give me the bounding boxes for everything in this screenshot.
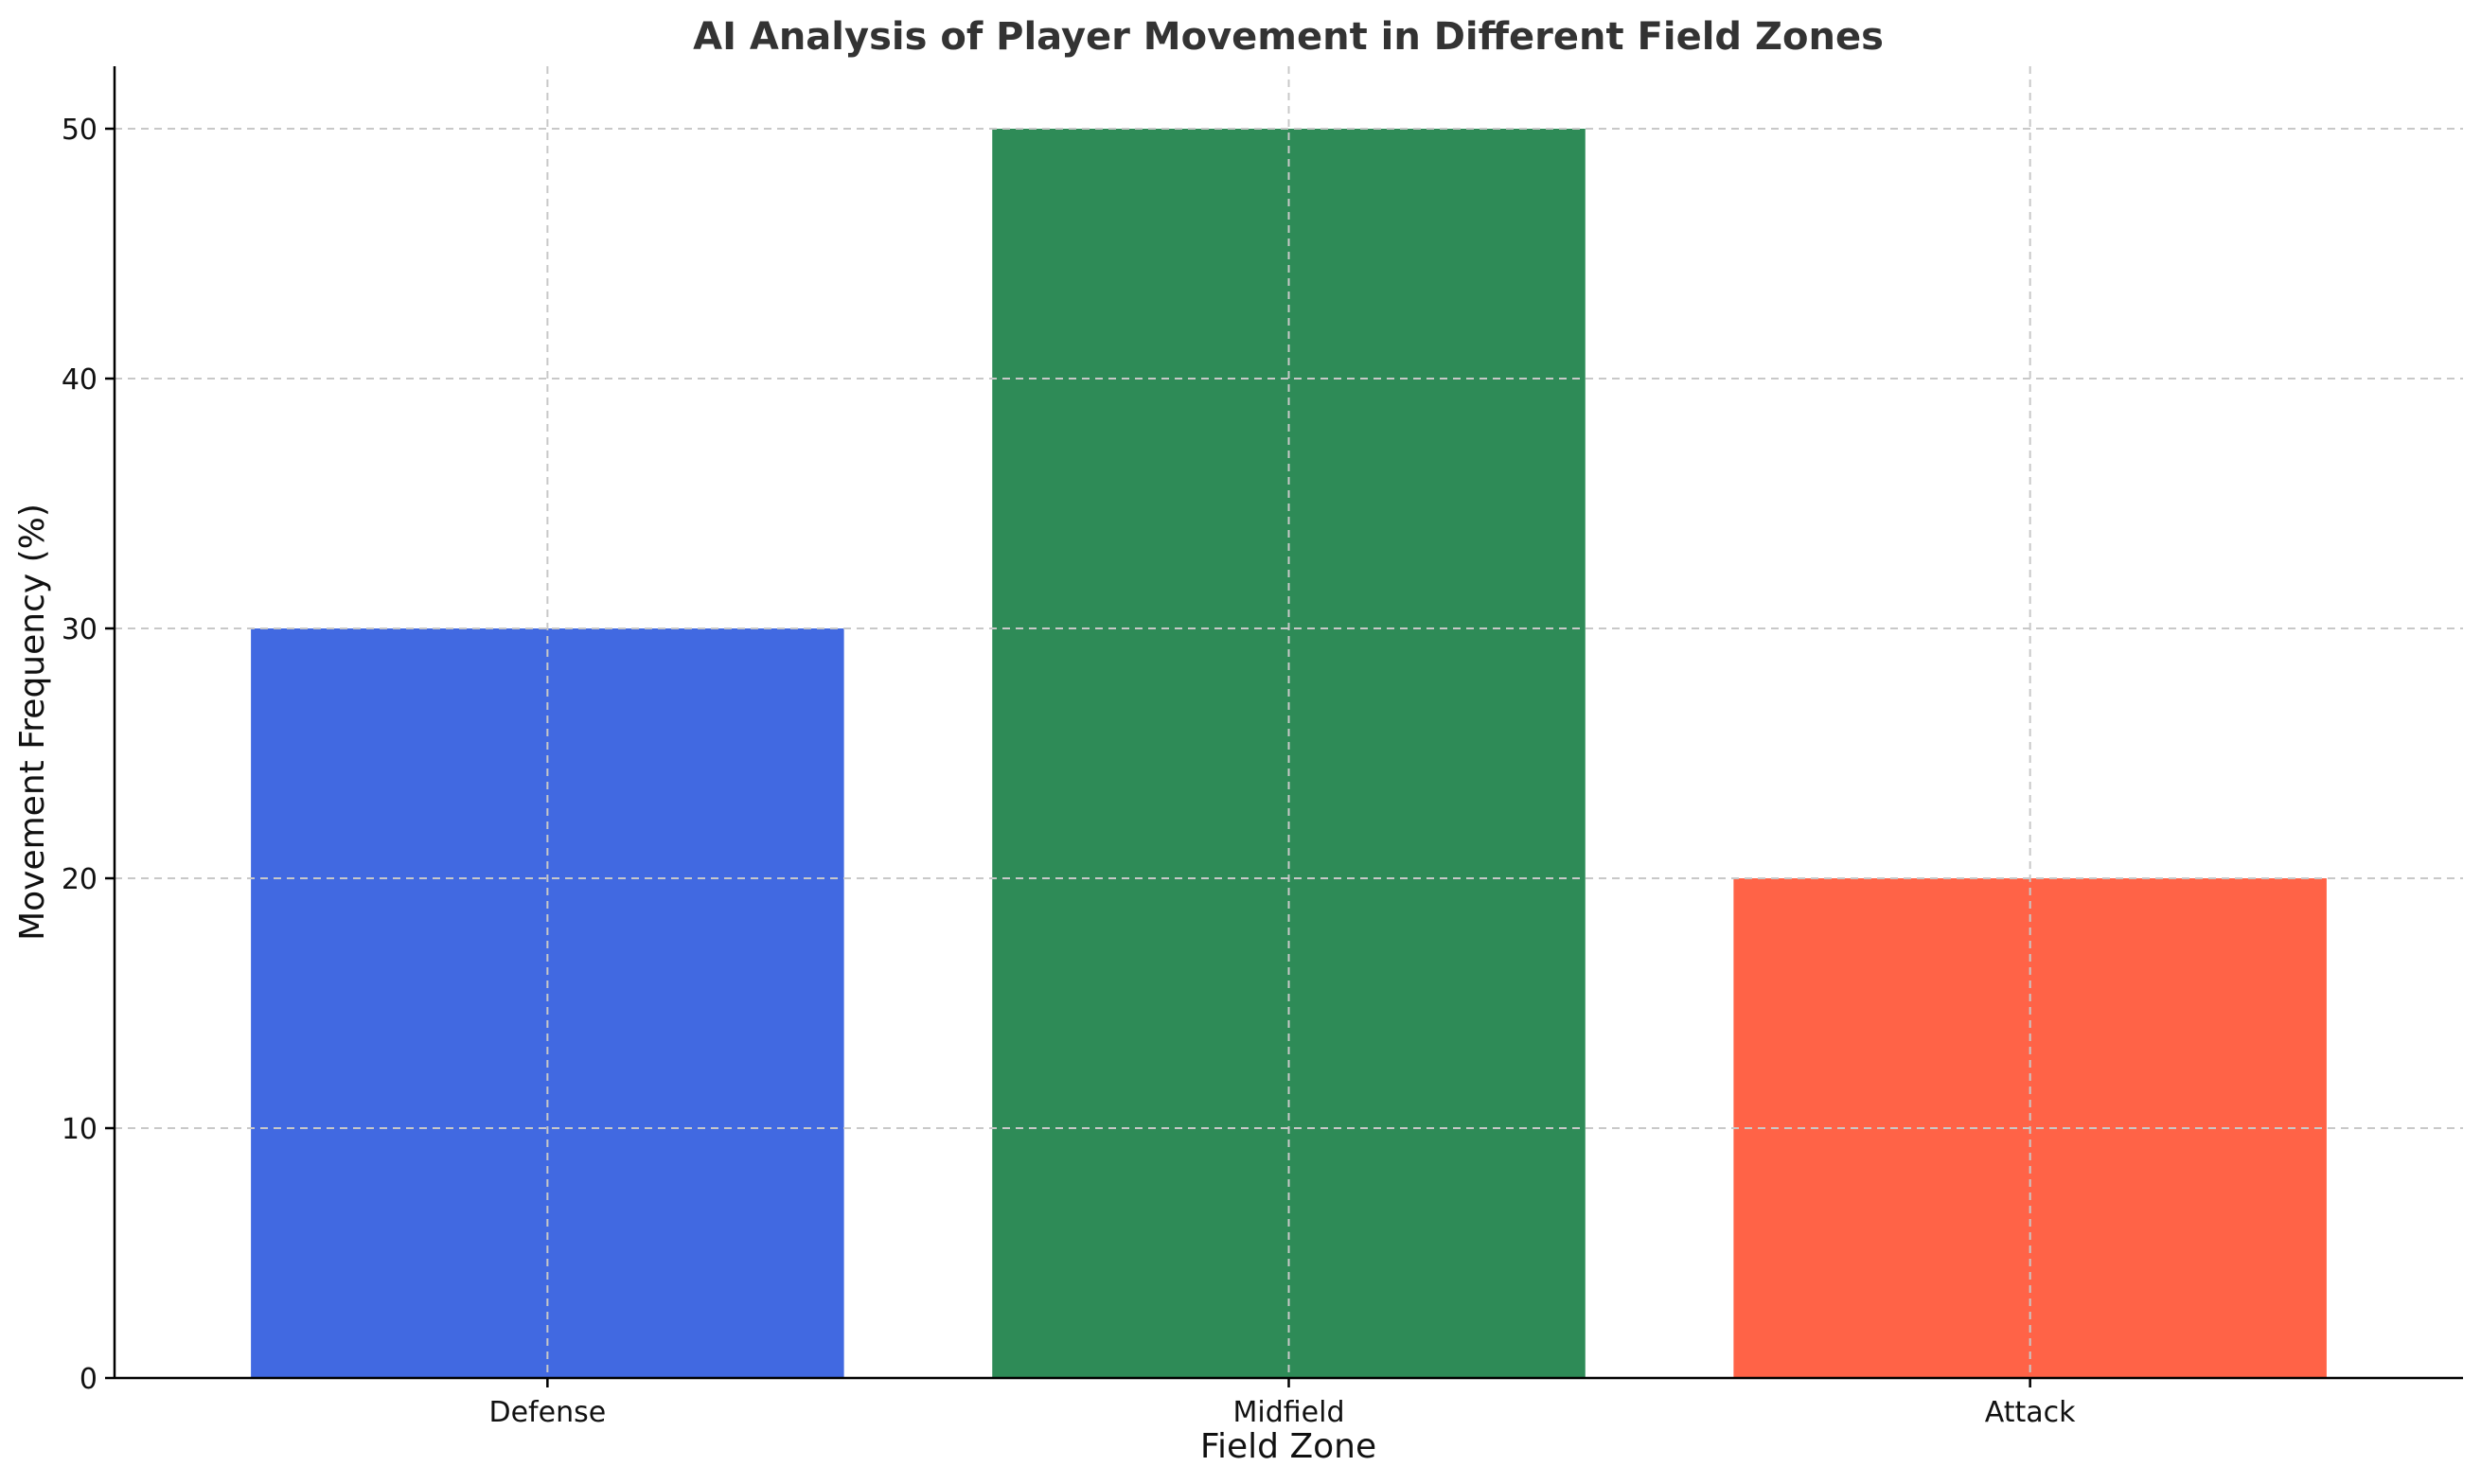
y-tick-label: 20	[62, 863, 97, 896]
y-tick-label: 0	[80, 1363, 97, 1396]
y-axis-label: Movement Frequency (%)	[13, 504, 52, 941]
tick-layer: 0 10 20 30 40 50 Defense Midfield Attack	[62, 114, 2076, 1429]
y-tick-label: 10	[62, 1113, 97, 1146]
y-tick-label: 50	[62, 114, 97, 147]
bar-layer	[251, 129, 2327, 1378]
x-axis-label: Field Zone	[1200, 1427, 1376, 1466]
bar-midfield	[992, 129, 1586, 1378]
x-tick-label: Defense	[489, 1396, 607, 1429]
x-tick-label: Attack	[1985, 1396, 2076, 1429]
x-tick-label: Midfield	[1233, 1396, 1345, 1429]
grid-layer	[115, 66, 2463, 1378]
chart-title: AI Analysis of Player Movement in Differ…	[693, 15, 1884, 59]
y-tick-label: 30	[62, 613, 97, 646]
y-tick-label: 40	[62, 363, 97, 397]
